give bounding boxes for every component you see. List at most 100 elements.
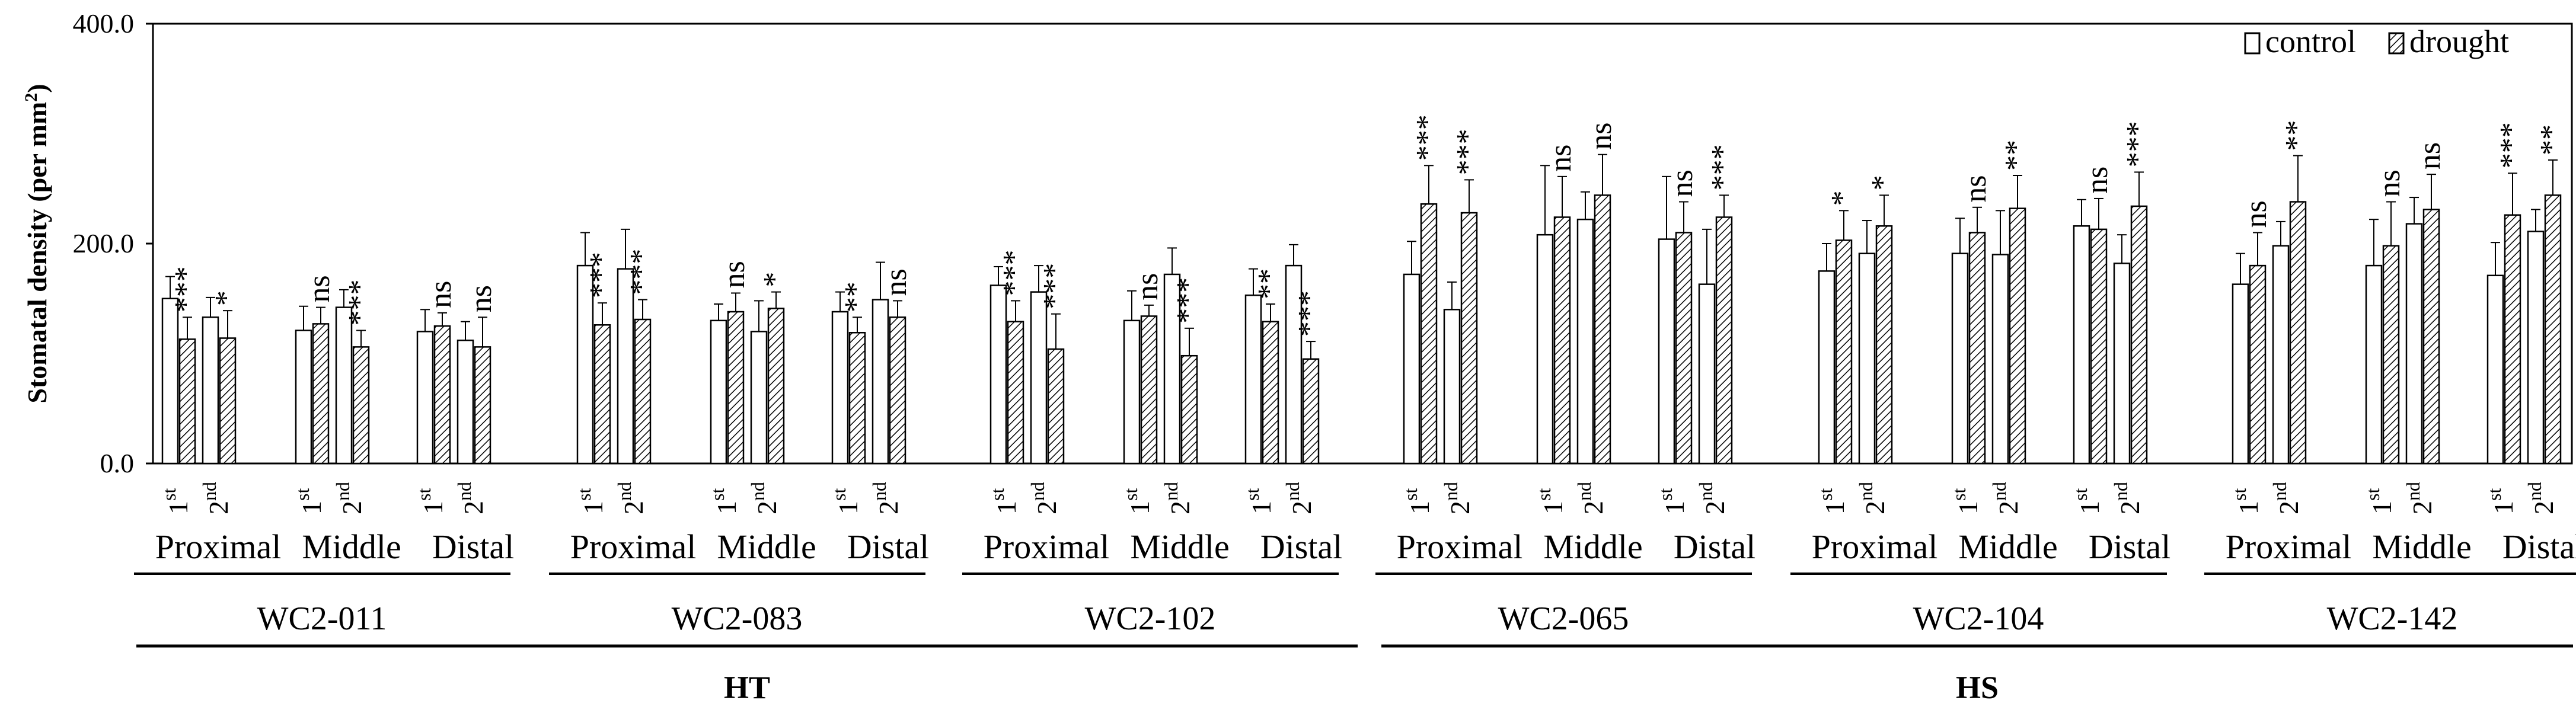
bar-control <box>2365 264 2383 465</box>
bar-drought <box>2504 214 2521 465</box>
legend-drought-swatch <box>2388 32 2405 55</box>
bar-drought <box>1875 225 1893 465</box>
leaf-ordinal-label: 1st <box>707 488 742 514</box>
position-label: Proximal <box>570 527 697 566</box>
bar-groups: *** * ns *** ns ns*** *** ns *** ns *** *** ns *** ***… <box>161 114 2568 465</box>
position-label: Middle <box>717 527 816 566</box>
genotype-label: WC2-142 <box>2327 600 2458 637</box>
bar-drought <box>1968 232 1986 465</box>
significance-label: *** <box>1706 144 1739 190</box>
bar-drought <box>593 324 611 465</box>
leaf-ordinal-label: 1st <box>292 488 327 514</box>
bar-control <box>989 284 1007 465</box>
leaf-ordinal-label: 1st <box>573 488 608 514</box>
bar-control <box>2527 231 2545 465</box>
y-axis-title: Stomatal density (per mm2) <box>21 84 52 403</box>
leaf-ordinal-label: 1st <box>828 488 863 514</box>
significance-label: *** <box>1171 277 1205 324</box>
bar-control <box>1576 218 1594 465</box>
bar-drought <box>2249 264 2267 465</box>
significance-label: ns <box>1959 175 1993 203</box>
position-label: Proximal <box>155 527 282 566</box>
bar-drought <box>1553 216 1571 465</box>
leaf-ordinal-label: 1st <box>987 488 1022 514</box>
leaf-ordinal-label: 1st <box>413 488 448 514</box>
bar-control <box>2232 283 2249 465</box>
bar-control <box>617 268 634 465</box>
y-axis: 0.0 200.0 400.0 <box>73 8 153 478</box>
y-tick-label: 400.0 <box>73 8 135 39</box>
leaf-ordinal-label: 1st <box>158 488 193 514</box>
treatment-label: HT <box>724 670 770 705</box>
significance-label: ns <box>879 268 913 296</box>
leaf-ordinal-label: 2nd <box>747 482 782 514</box>
significance-label: *** <box>584 252 618 298</box>
bar-drought <box>2009 207 2026 465</box>
significance-label: ** <box>2280 120 2313 151</box>
leaf-ordinal-label: 2nd <box>1573 482 1608 514</box>
significance-label: ** <box>1999 140 2033 171</box>
bar-control <box>710 319 727 465</box>
leaf-ordinal-label: 1st <box>1241 488 1276 514</box>
bar-control <box>1951 252 1969 465</box>
leaf-ordinal-label: 2nd <box>1160 482 1195 514</box>
genotype-label: WC2-104 <box>1913 600 2044 637</box>
plot-area-frame <box>152 23 2573 465</box>
significance-label: * <box>209 290 243 306</box>
significance-label: ns <box>2080 167 2114 194</box>
bar-control <box>576 264 594 465</box>
bar-drought <box>848 332 866 465</box>
leaf-ordinal-label: 2nd <box>2402 482 2437 514</box>
leaf-ordinal-label: 2nd <box>2269 482 2304 514</box>
significance-label: ns <box>1584 122 1618 149</box>
significance-label: ns <box>302 275 336 302</box>
significance-label: * <box>758 272 791 287</box>
bar-drought <box>1180 354 1198 465</box>
significance-label: ** <box>2534 124 2568 155</box>
bar-drought <box>2544 194 2562 465</box>
legend-control-swatch <box>2244 32 2261 55</box>
significance-label: *** <box>624 249 658 295</box>
position-label: Proximal <box>2226 527 2352 566</box>
bar-control <box>1698 283 1716 465</box>
genotype-label: WC2-011 <box>257 600 387 637</box>
bar-drought <box>889 316 906 465</box>
significance-label: *** <box>2494 122 2528 168</box>
bar-drought <box>1302 358 1320 465</box>
bar-control <box>416 331 434 465</box>
bar-drought <box>1420 203 1438 465</box>
leaf-ordinal-label: 1st <box>2362 488 2397 514</box>
significance-label: ** <box>1252 268 1286 299</box>
bar-drought <box>2130 205 2148 465</box>
leaf-ordinal-label: 2nd <box>332 482 367 514</box>
bar-control <box>1858 252 1876 465</box>
leaf-ordinal-label: 1st <box>2484 488 2518 514</box>
position-label: Middle <box>1958 527 2058 566</box>
bar-drought <box>1675 232 1693 465</box>
bar-drought <box>433 325 451 465</box>
y-tick-label: 0.0 <box>100 448 135 478</box>
bar-control <box>202 316 219 465</box>
significance-label: ns <box>1131 273 1164 300</box>
significance-label: ns <box>2373 169 2406 197</box>
leaf-ordinal-label: 2nd <box>1988 482 2023 514</box>
leaf-ordinal-label: 2nd <box>869 482 904 514</box>
significance-label: *** <box>1451 129 1485 175</box>
bar-drought <box>474 346 491 465</box>
position-label: Proximal <box>1397 527 1523 566</box>
significance-label: *** <box>169 266 203 312</box>
significance-label: ns <box>1544 145 1578 172</box>
leaf-ordinal-label: 1st <box>1815 488 1850 514</box>
leaf-ordinal-label: 2nd <box>1855 482 1890 514</box>
y-tick-label: 200.0 <box>73 228 135 258</box>
bar-control <box>831 311 849 465</box>
leaf-ordinal-label: 2nd <box>199 482 234 514</box>
significance-label: ns <box>717 261 751 288</box>
position-label: Distal <box>847 527 930 566</box>
position-label: Middle <box>1130 527 1230 566</box>
treatment-label: HS <box>1956 670 1999 705</box>
bar-drought <box>2382 245 2400 465</box>
bar-control <box>2113 263 2131 465</box>
position-label: Distal <box>2502 527 2576 566</box>
